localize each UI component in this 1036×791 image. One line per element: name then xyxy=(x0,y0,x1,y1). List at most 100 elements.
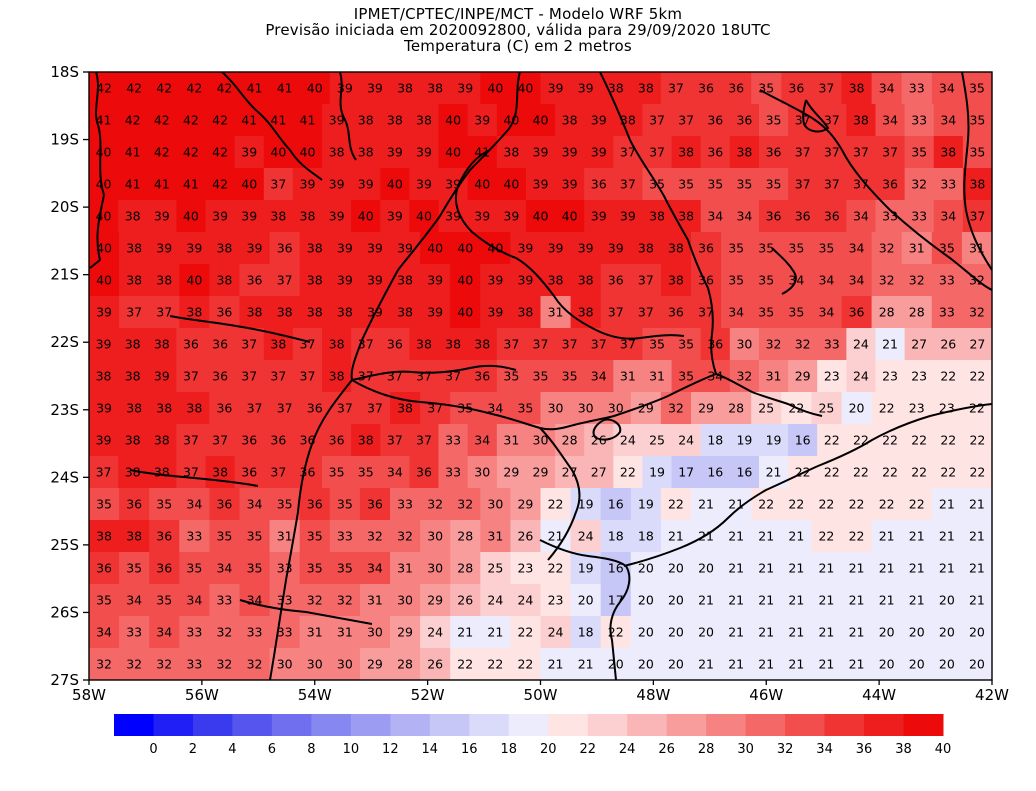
temperature-value: 22 xyxy=(795,465,811,480)
temperature-value: 34 xyxy=(367,561,383,576)
temperature-value: 22 xyxy=(879,401,895,416)
temperature-cell xyxy=(234,360,265,393)
temperature-value: 19 xyxy=(638,497,654,512)
temperature-cell xyxy=(751,648,782,680)
temperature-value: 32 xyxy=(427,497,443,512)
temperature-value: 42 xyxy=(96,81,112,96)
temperature-value: 30 xyxy=(307,657,323,672)
temperature-value: 39 xyxy=(416,145,432,160)
temperature-value: 23 xyxy=(911,369,927,384)
temperature-value: 26 xyxy=(591,433,607,448)
temperature-cell xyxy=(149,552,180,585)
temperature-value: 20 xyxy=(849,401,865,416)
temperature-cell xyxy=(269,232,301,265)
temperature-value: 32 xyxy=(307,593,323,608)
temperature-cell xyxy=(729,136,760,169)
temperature-value: 38 xyxy=(474,337,490,352)
temperature-cell xyxy=(179,648,210,680)
temperature-value: 40 xyxy=(503,177,519,192)
temperature-value: 38 xyxy=(156,273,172,288)
temperature-cell xyxy=(671,104,702,137)
temperature-cell xyxy=(409,200,440,233)
temperature-cell xyxy=(846,328,877,361)
temperature-cell xyxy=(811,232,843,265)
temperature-value: 37 xyxy=(533,337,549,352)
temperature-value: 21 xyxy=(909,561,925,576)
temperature-value: 19 xyxy=(649,465,665,480)
temperature-value: 38 xyxy=(329,369,345,384)
temperature-cell xyxy=(89,104,119,137)
temperature-cell xyxy=(841,520,873,553)
temperature-cell xyxy=(871,264,903,297)
temperature-value: 33 xyxy=(247,625,263,640)
temperature-value: 39 xyxy=(367,273,383,288)
temperature-value: 39 xyxy=(474,209,490,224)
temperature-value: 30 xyxy=(578,401,594,416)
temperature-cell xyxy=(961,616,992,649)
temperature-value: 38 xyxy=(358,433,374,448)
temperature-value: 38 xyxy=(397,401,413,416)
axis-ticks: 58W 56W 54W 52W 50W 48W 46W 44W 42W 18S 19S 20S 21S 2… xyxy=(50,63,1009,704)
temperature-value: 32 xyxy=(879,273,895,288)
temperature-cell xyxy=(176,424,207,457)
temperature-value: 38 xyxy=(212,465,228,480)
temperature-value: 21 xyxy=(939,529,955,544)
temperature-cell xyxy=(584,136,614,169)
temperature-cell xyxy=(450,520,481,553)
temperature-value: 36 xyxy=(277,241,293,256)
temperature-value: 38 xyxy=(125,465,141,480)
temperature-value: 34 xyxy=(849,273,865,288)
temperature-cell xyxy=(390,584,421,617)
temperature-cell xyxy=(933,200,964,233)
temperature-value: 36 xyxy=(183,337,199,352)
temperature-value: 22 xyxy=(882,465,898,480)
temperature-cell xyxy=(299,488,331,521)
temperature-value: 35 xyxy=(503,369,519,384)
temperature-cell xyxy=(570,264,602,297)
temperature-cell xyxy=(841,72,873,105)
temperature-value: 32 xyxy=(909,273,925,288)
temperature-value: 39 xyxy=(96,337,112,352)
temperature-value: 42 xyxy=(154,145,170,160)
temperature-value: 37 xyxy=(241,369,257,384)
temperature-value: 36 xyxy=(707,337,723,352)
temperature-value: 35 xyxy=(969,113,985,128)
temperature-value: 22 xyxy=(853,433,869,448)
temperature-value: 39 xyxy=(397,241,413,256)
temperature-value: 27 xyxy=(562,465,578,480)
temperature-cell xyxy=(480,392,511,425)
colorbar-swatch xyxy=(508,714,549,736)
temperature-cell xyxy=(875,360,906,393)
temperature-value: 17 xyxy=(608,593,624,608)
temperature-value: 39 xyxy=(156,241,172,256)
temperature-value: 35 xyxy=(307,529,323,544)
temperature-cell xyxy=(691,392,722,425)
temperature-value: 21 xyxy=(668,529,684,544)
temperature-value: 40 xyxy=(387,177,403,192)
x-tick-label: 42W xyxy=(975,686,1009,704)
temperature-value: 38 xyxy=(300,209,316,224)
temperature-value: 30 xyxy=(427,529,443,544)
x-tick-label: 46W xyxy=(749,686,783,704)
temperature-cell xyxy=(555,168,585,201)
temperature-cell xyxy=(613,424,644,457)
temperature-value: 36 xyxy=(766,209,782,224)
temperature-value: 20 xyxy=(909,625,925,640)
colorbar-label: 16 xyxy=(461,742,478,757)
temperature-cell xyxy=(721,616,752,649)
temperature-value: 16 xyxy=(608,561,624,576)
temperature-cell xyxy=(642,200,673,233)
temperature-value: 21 xyxy=(969,561,985,576)
temperature-value: 38 xyxy=(329,337,345,352)
temperature-cell xyxy=(758,456,789,489)
temperature-cell xyxy=(584,328,614,361)
x-tick-label: 58W xyxy=(72,686,106,704)
temperature-cell xyxy=(691,616,722,649)
colorbar-swatch xyxy=(429,714,470,736)
temperature-cell xyxy=(570,72,602,105)
temperature-value: 37 xyxy=(562,337,578,352)
temperature-cell xyxy=(119,232,150,265)
temperature-cell xyxy=(758,328,789,361)
temperature-value: 19 xyxy=(578,561,594,576)
temperature-cell xyxy=(751,616,782,649)
